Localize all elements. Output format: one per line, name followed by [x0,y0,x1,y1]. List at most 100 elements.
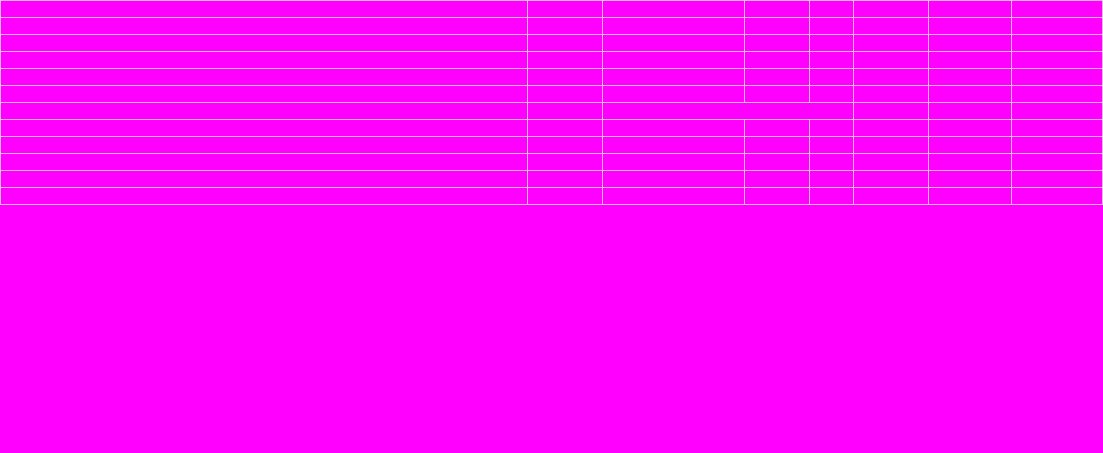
cell-blank [853,170,929,188]
cell-blank [743,68,811,86]
cell-blank [743,0,811,18]
header-total-cost-l1 [1011,102,1103,120]
header-of-res [527,119,603,137]
exhibit-label [0,0,529,18]
header-hours-per-respondent [601,102,855,120]
cell-blank [527,51,603,69]
cell-blank [527,17,603,35]
cell-blank [601,85,745,103]
cell-blank [601,0,745,18]
cell-blank [527,153,603,171]
cell-blank [809,51,855,69]
header-total-hours-l2 [853,119,929,137]
cell-blank [853,153,929,171]
cell-blank [1011,0,1103,18]
cell-blank [0,153,529,171]
row-spacer [0,34,1103,52]
section-title [0,170,529,188]
cell-blank [927,0,1013,18]
row-section-title [0,170,1103,188]
header-total-hours-l3 [853,136,929,154]
cell-blank [743,170,811,188]
cell-blank [927,68,1013,86]
cell-blank [809,17,855,35]
table-body [0,0,1103,205]
cell-blank [743,187,811,205]
cell-blank [853,51,929,69]
cell-blank [809,0,855,18]
document-subtitle [0,51,529,69]
cell-blank [809,187,855,205]
header-clerical-l3 [809,136,855,154]
cell-blank [853,85,929,103]
cell-blank [1011,51,1103,69]
cell-blank [743,85,811,103]
cell-blank [601,17,745,35]
cell-blank [601,68,745,86]
cell-blank [853,187,929,205]
cell-blank [527,68,603,86]
header-information-collection-activity [0,136,529,154]
cell-blank [853,34,929,52]
cell-blank [601,153,745,171]
cell-blank [527,34,603,52]
row-document-title [0,17,1103,35]
cell-blank [1011,85,1103,103]
header-legal-l2 [601,119,745,137]
cell-blank [1011,153,1103,171]
cell-blank [927,170,1013,188]
cell-blank [601,51,745,69]
cell-blank [809,85,855,103]
cell-blank [853,0,929,18]
cell-blank [601,34,745,52]
cell-blank [743,34,811,52]
header-technical-l2 [743,119,811,137]
header-total-cost-l3 [1011,136,1103,154]
cell-blank [927,34,1013,52]
cell-blank [0,85,529,103]
burden-cost-table [0,0,1103,205]
header-cost-per-respondent-l2 [927,119,1013,137]
cell-blank [0,34,529,52]
row-header-line1 [0,102,1103,120]
cell-blank [527,187,603,205]
cell-blank [809,170,855,188]
row-header-line3 [0,136,1103,154]
cell-blank [601,187,745,205]
row-header-line2 [0,119,1103,137]
cell-blank [601,170,745,188]
cell-blank [927,153,1013,171]
cell-blank [1011,68,1103,86]
cell-blank [809,153,855,171]
header-clerical-l2 [809,119,855,137]
header-total-cost-l2 [1011,119,1103,137]
row-spacer [0,153,1103,171]
row-exhibit-label [0,0,1103,18]
cell-blank [853,17,929,35]
cell-blank [809,34,855,52]
header-cost-per-respondent-l3 [927,136,1013,154]
document-title [0,17,529,35]
cell-blank [0,119,529,137]
cell-blank [1011,34,1103,52]
row-subtitle [0,51,1103,69]
row-spacer [0,85,1103,103]
cell-blank [527,85,603,103]
cell-blank [927,17,1013,35]
cell-blank [527,170,603,188]
header-pondents [527,136,603,154]
cell-blank [0,102,529,120]
header-total-hours-l1 [853,102,929,120]
cell-blank [1011,187,1103,205]
cell-blank [743,17,811,35]
row-spacer [0,187,1103,205]
cell-blank [853,68,929,86]
header-number [527,102,603,120]
cell-blank [743,51,811,69]
header-technical-l3 [743,136,811,154]
cell-blank [927,85,1013,103]
cell-blank [1011,17,1103,35]
cell-blank [0,68,529,86]
cell-blank [809,68,855,86]
